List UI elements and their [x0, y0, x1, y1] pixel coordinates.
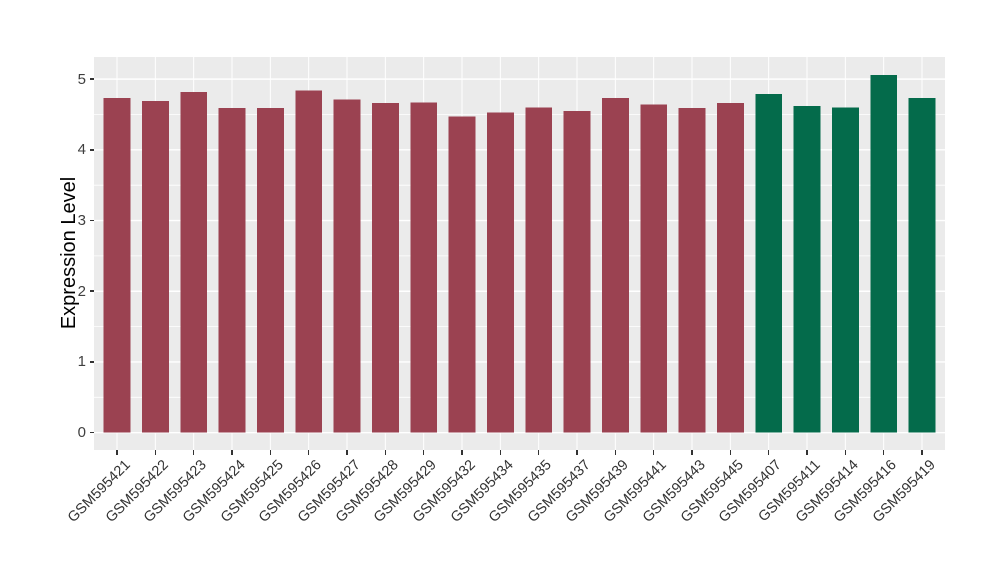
- x-tick-mark: [537, 450, 540, 455]
- x-tick-mark: [192, 450, 195, 455]
- bar-GSM595429: [410, 102, 438, 433]
- x-tick-mark: [346, 450, 348, 455]
- y-tick-mark: [89, 290, 94, 293]
- x-tick-mark: [499, 450, 502, 455]
- y-tick-mark: [89, 361, 94, 363]
- bar-GSM595411: [793, 106, 821, 433]
- x-tick-mark: [422, 450, 425, 455]
- y-tick-mark: [89, 149, 94, 151]
- x-tick-mark: [154, 450, 157, 455]
- x-tick-mark: [269, 450, 272, 455]
- plot-panel: [94, 57, 945, 450]
- y-tick-mark: [89, 219, 94, 222]
- bar-GSM595427: [333, 99, 361, 433]
- bar-GSM595445: [716, 103, 744, 433]
- x-tick-mark: [576, 450, 578, 455]
- bar-GSM595435: [525, 107, 553, 433]
- y-axis-title: Expression Level: [58, 176, 80, 330]
- x-tick-mark: [307, 450, 310, 455]
- bar-GSM595434: [486, 112, 514, 433]
- x-tick-mark: [231, 450, 233, 455]
- y-tick-mark: [89, 431, 94, 434]
- bar-GSM595414: [831, 107, 859, 433]
- bar-GSM595421: [103, 98, 131, 433]
- y-tick-label: 5: [77, 70, 86, 88]
- bar-GSM595423: [180, 91, 208, 433]
- bar-GSM595425: [256, 108, 284, 433]
- x-tick-mark: [844, 450, 847, 455]
- y-tick-label: 1: [77, 353, 86, 371]
- bar-GSM595407: [755, 93, 783, 433]
- bar-GSM595428: [371, 103, 399, 433]
- bar-GSM595424: [218, 108, 246, 433]
- x-tick-mark: [921, 450, 923, 455]
- x-tick-mark: [652, 450, 655, 455]
- bar-GSM595441: [640, 104, 668, 433]
- bar-GSM595416: [870, 74, 898, 433]
- x-tick-mark: [614, 450, 617, 455]
- x-tick-mark: [767, 450, 770, 455]
- x-tick-mark: [882, 450, 885, 455]
- bar-GSM595437: [563, 110, 591, 433]
- x-tick-mark: [691, 450, 693, 455]
- bar-GSM595432: [448, 116, 476, 433]
- bar-GSM595443: [678, 108, 706, 433]
- y-tick-label: 2: [77, 282, 86, 300]
- x-tick-label-GSM595419: GSM595419: [737, 456, 938, 526]
- x-tick-mark: [461, 450, 463, 455]
- plot-area: [94, 57, 945, 450]
- x-tick-mark: [806, 450, 808, 455]
- x-tick-mark: [116, 450, 118, 455]
- bar-GSM595419: [908, 98, 936, 433]
- y-tick-label: 4: [77, 141, 86, 159]
- x-tick-label-text: GSM595419: [869, 457, 939, 526]
- bar-GSM595422: [141, 101, 169, 433]
- y-tick-label: 0: [77, 424, 86, 442]
- x-tick-mark: [729, 450, 732, 455]
- bar-GSM595439: [601, 98, 629, 433]
- y-tick-mark: [89, 78, 94, 80]
- bar-GSM595426: [295, 90, 323, 433]
- y-tick-label: 3: [77, 212, 86, 230]
- x-tick-mark: [384, 450, 387, 455]
